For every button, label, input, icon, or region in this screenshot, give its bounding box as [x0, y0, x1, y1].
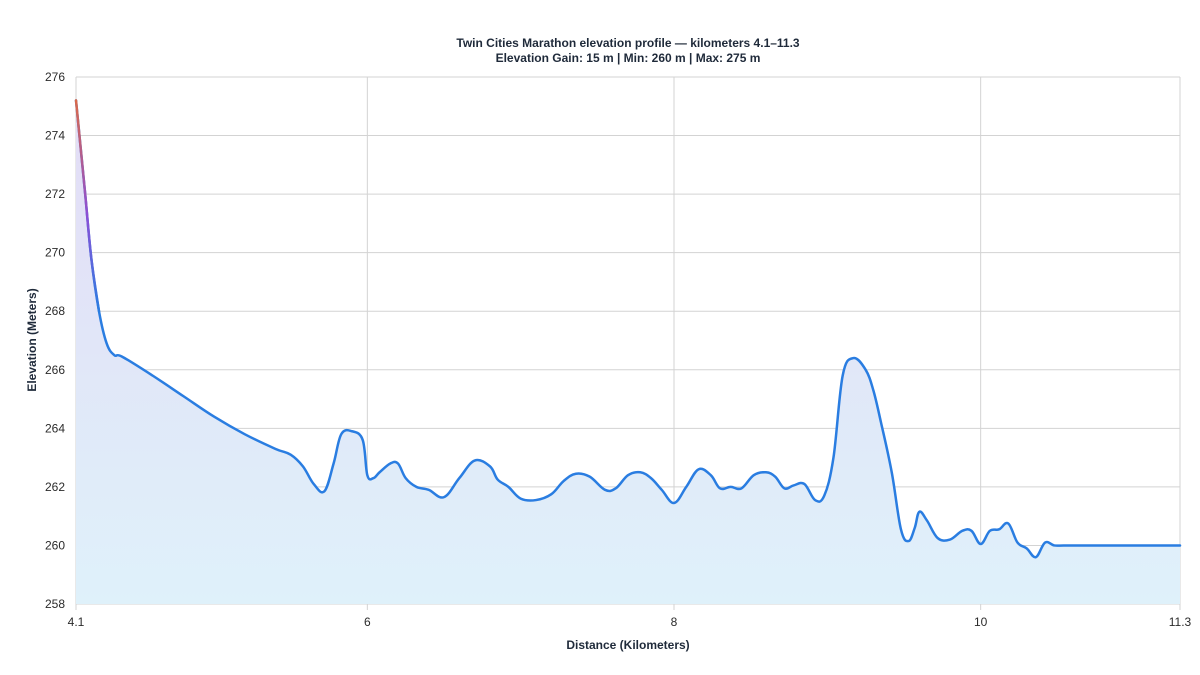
x-axis: 4.1 6 8 10 11.3 [68, 615, 1192, 629]
elevation-area [76, 100, 1180, 605]
x-tick-label: 6 [364, 615, 371, 629]
y-tick-label: 272 [45, 187, 65, 201]
y-tick-label: 258 [45, 597, 65, 611]
y-tick-label: 274 [45, 129, 65, 143]
y-axis: 258 260 262 264 266 268 270 272 274 276 [45, 70, 65, 611]
elevation-line [74, 99, 1182, 559]
y-tick-label: 276 [45, 70, 65, 84]
y-axis-label: Elevation (Meters) [25, 288, 39, 391]
chart-subtitle: Elevation Gain: 15 m | Min: 260 m | Max:… [496, 51, 761, 65]
x-tick-label: 4.1 [68, 615, 85, 629]
y-tick-label: 266 [45, 363, 65, 377]
x-tick-label: 10 [974, 615, 988, 629]
y-tick-label: 270 [45, 246, 65, 260]
steep-segment [74, 99, 101, 313]
y-tick-label: 264 [45, 421, 65, 435]
x-tick-label: 11.3 [1169, 615, 1192, 629]
chart-title: Twin Cities Marathon elevation profile —… [456, 36, 800, 50]
y-tick-label: 268 [45, 304, 65, 318]
y-tick-label: 260 [45, 538, 65, 552]
y-tick-label: 262 [45, 480, 65, 494]
x-tick-label: 8 [671, 615, 678, 629]
x-axis-label: Distance (Kilometers) [566, 638, 689, 652]
